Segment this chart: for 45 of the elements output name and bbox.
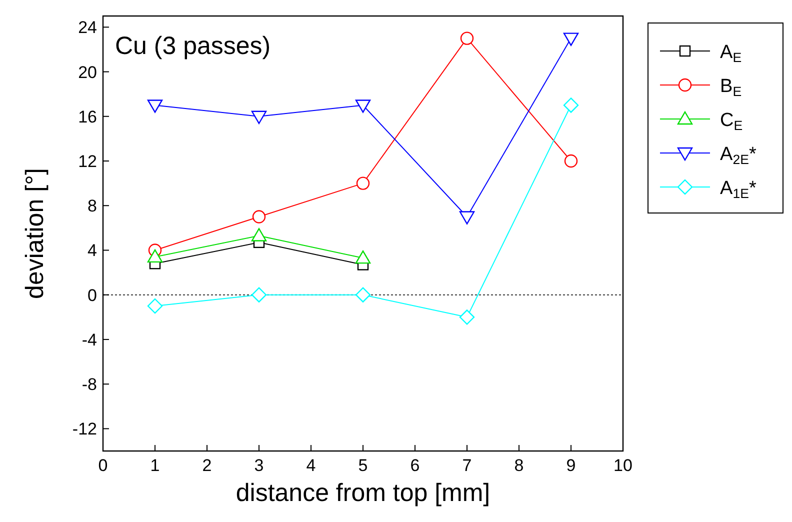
x-tick-label: 6 xyxy=(410,456,420,475)
y-tick-label: 20 xyxy=(78,62,97,82)
point xyxy=(356,176,370,190)
x-tick-label: 5 xyxy=(358,456,368,475)
y-tick-label: 12 xyxy=(78,152,97,171)
y-tick-label: 16 xyxy=(78,107,97,126)
point xyxy=(460,32,474,45)
x-tick-label: 1 xyxy=(150,456,160,475)
point xyxy=(563,32,579,46)
y-tick-label: -12 xyxy=(72,420,97,439)
x-axis-title: distance from top [mm] xyxy=(236,479,490,507)
x-tick-label: 10 xyxy=(614,456,632,475)
legend-label: B$_{E}$ xyxy=(720,76,742,99)
y-tick-label: -4 xyxy=(82,330,97,350)
point xyxy=(563,98,579,113)
point xyxy=(355,287,371,302)
x-tick-label: 8 xyxy=(514,456,524,475)
y-axis-title: deviation [°] xyxy=(21,168,49,299)
point xyxy=(459,211,475,224)
y-tick-label: -8 xyxy=(82,375,97,394)
point xyxy=(459,310,475,325)
point xyxy=(251,228,267,242)
point xyxy=(147,100,163,113)
legend-label: A$_{E}$ xyxy=(720,42,742,65)
point xyxy=(147,249,163,263)
point xyxy=(355,100,371,113)
x-tick-label: 4 xyxy=(306,456,316,475)
text: Cu (3 passes) xyxy=(115,32,271,60)
legend-label: A$_{2E}$* xyxy=(720,144,757,167)
point xyxy=(355,250,371,264)
point xyxy=(251,110,267,124)
x-tick-label: 3 xyxy=(254,456,264,475)
legend-label: A$_{1E}$* xyxy=(720,178,757,201)
x-tick-label: 9 xyxy=(566,456,576,475)
point xyxy=(147,298,163,314)
legend-label: C$_{E}$ xyxy=(720,110,743,133)
x-tick-label: 2 xyxy=(202,456,212,475)
y-tick-label: 24 xyxy=(78,18,97,38)
y-tick-label: 0 xyxy=(88,286,97,305)
y-tick-label: 8 xyxy=(88,196,97,216)
point xyxy=(252,210,266,224)
y-tick-label: 4 xyxy=(88,241,97,260)
x-tick-label: 7 xyxy=(462,456,472,475)
point xyxy=(564,154,578,168)
point xyxy=(251,287,267,302)
